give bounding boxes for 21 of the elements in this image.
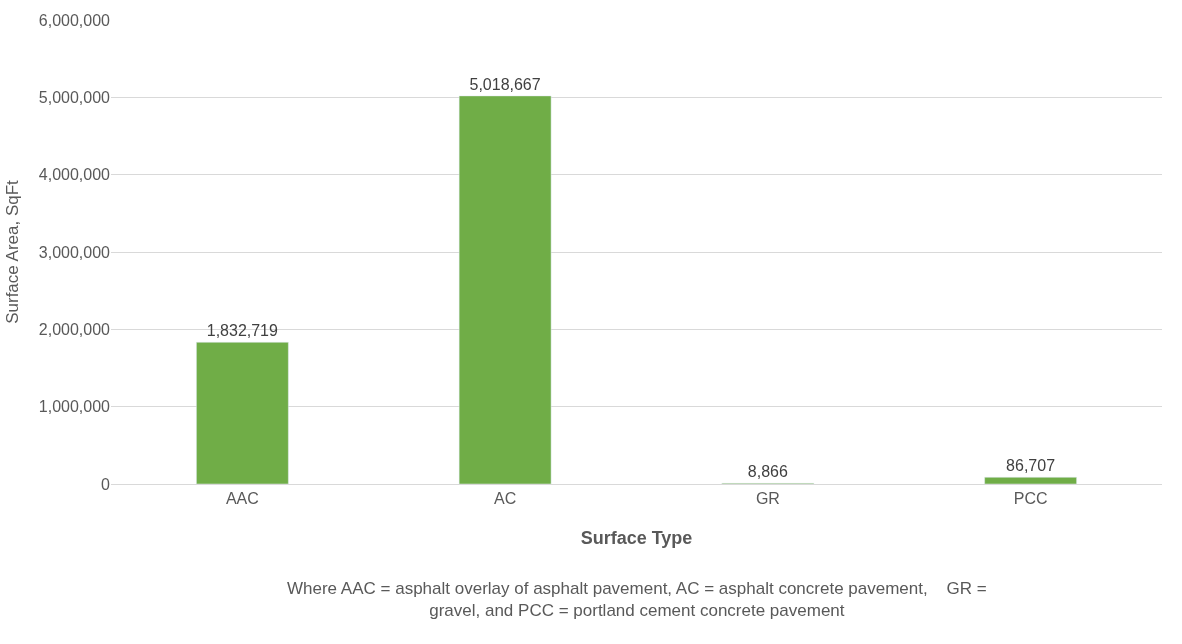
x-axis-title: Surface Type (580, 528, 693, 549)
data-label: 5,018,667 (469, 75, 541, 93)
y-tick-label: 2,000,000 (38, 320, 111, 338)
x-tick-label: PCC (1013, 490, 1048, 508)
y-tick-label: 4,000,000 (38, 166, 111, 184)
y-tick-label: 0 (101, 475, 111, 493)
data-label: 86,707 (1006, 457, 1056, 475)
x-tick-label: GR (755, 490, 780, 508)
x-tick-label: AAC (225, 490, 259, 508)
y-tick-label: 3,000,000 (38, 243, 111, 261)
y-tick-label: 1,000,000 (38, 398, 111, 416)
data-label: 8,866 (747, 463, 788, 481)
y-tick-label: 5,000,000 (38, 88, 111, 106)
bar (984, 477, 1077, 484)
bar (196, 342, 289, 484)
y-tick-label: 6,000,000 (38, 11, 111, 29)
data-label: 1,832,719 (206, 322, 279, 340)
text: Where AAC = asphalt overlay of asphalt pavement, AC = asphalt concrete pavement, GR = gravel, and PCC = portland cement concrete pavement (287, 579, 987, 621)
bar (458, 95, 552, 484)
y-axis-title: Surface Area, SqFt (3, 179, 23, 324)
x-tick-label: AC (494, 490, 517, 508)
